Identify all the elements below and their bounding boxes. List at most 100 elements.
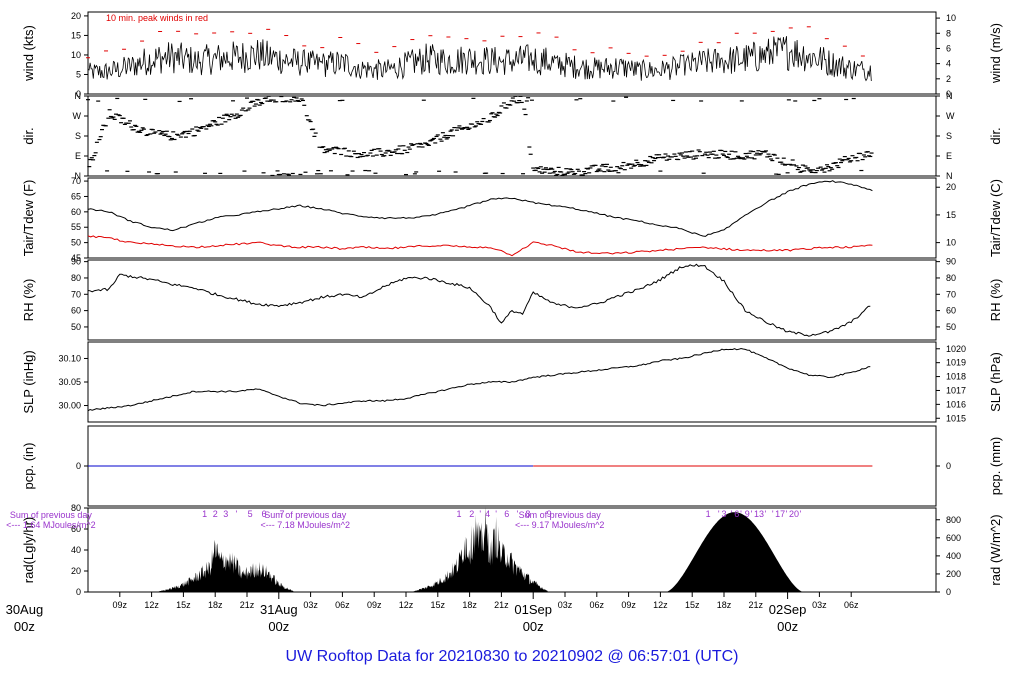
temp-left-tick-label: 45 xyxy=(71,253,81,263)
rad-hour-mark: 5 xyxy=(248,509,253,519)
time-tick-label: 09z xyxy=(621,600,636,610)
rad-daily-sum-value: <--- 7.18 MJoules/m^2 xyxy=(261,520,351,530)
slp-series-line xyxy=(87,347,871,412)
date-tick-sublabel: 00z xyxy=(777,619,798,634)
time-tick-label: 15z xyxy=(176,600,191,610)
temp-left-tick-label: 55 xyxy=(71,222,81,232)
wind-left-tick-label: 5 xyxy=(76,69,81,79)
dir-left-tick-label: E xyxy=(75,151,81,161)
rad-hour-mark: 1 xyxy=(202,509,207,519)
rad-hour-mark: ' xyxy=(516,509,518,519)
date-tick-label: 31Aug xyxy=(260,602,298,617)
rad-left-tick-label: 80 xyxy=(71,503,81,513)
time-tick-label: 12z xyxy=(653,600,668,610)
pcp-ylabel: pcp. (in) xyxy=(21,443,36,490)
dir-marks xyxy=(86,95,874,177)
dir-right-tick-label: N xyxy=(946,171,953,181)
rad-hour-mark: 6 xyxy=(261,509,266,519)
pcp-left-tick-label: 0 xyxy=(76,461,81,471)
rad-hour-mark: 4 xyxy=(485,509,490,519)
rad-left-tick-label: 40 xyxy=(71,545,81,555)
temp-right-tick-label: 15 xyxy=(946,210,956,220)
date-tick-label: 01Sep xyxy=(514,602,552,617)
rad-daily-sum-label: Sum of previous day xyxy=(519,510,602,520)
rad-hour-mark: 2 xyxy=(213,509,218,519)
dir-panel-frame xyxy=(87,95,937,177)
time-tick-label: 12z xyxy=(399,600,414,610)
wind-left-tick-label: 0 xyxy=(76,89,81,99)
rad-hour-mark: ' xyxy=(495,509,497,519)
time-tick-label: 06z xyxy=(844,600,859,610)
wind-annotation: 10 min. peak winds in red xyxy=(106,13,208,23)
slp-ylabel-right: SLP (hPa) xyxy=(988,352,1003,412)
rad-hour-mark: ' xyxy=(799,509,801,519)
dir-right-tick-label: E xyxy=(946,151,952,161)
date-tick-sublabel: 00z xyxy=(523,619,544,634)
rad-ylabel-right: rad (W/m^2) xyxy=(988,514,1003,585)
rad-hour-mark: 3 xyxy=(223,509,228,519)
rad-hour-mark: 1 xyxy=(706,509,711,519)
date-tick-sublabel: 00z xyxy=(14,619,35,634)
temp-left-tick-label: 65 xyxy=(71,191,81,201)
rad-left-tick-label: 0 xyxy=(76,587,81,597)
rad-right-tick-label: 400 xyxy=(946,551,961,561)
rh-left-tick-label: 70 xyxy=(71,289,81,299)
rh-left-tick-label: 50 xyxy=(71,322,81,332)
date-tick-label: 30Aug xyxy=(6,602,44,617)
wind-ylabel-right: wind (m/s) xyxy=(988,23,1003,84)
rh-ylabel-right: RH (%) xyxy=(988,279,1003,322)
slp-right-tick-label: 1018 xyxy=(946,372,966,382)
wind-peak-marks xyxy=(86,26,865,59)
date-tick-label: 02Sep xyxy=(769,602,807,617)
rad-hour-mark: 1 xyxy=(456,509,461,519)
time-tick-label: 03z xyxy=(812,600,827,610)
temp-left-tick-label: 70 xyxy=(71,176,81,186)
wind-right-tick-label: 8 xyxy=(946,28,951,38)
rad-right-tick-label: 800 xyxy=(946,515,961,525)
time-tick-label: 03z xyxy=(303,600,318,610)
rh-right-tick-label: 90 xyxy=(946,257,956,267)
slp-ylabel: SLP (inHg) xyxy=(21,350,36,413)
temp-panel-frame xyxy=(87,177,937,259)
rh-left-tick-label: 60 xyxy=(71,306,81,316)
wind-left-tick-label: 20 xyxy=(71,11,81,21)
rad-hour-mark: 6 xyxy=(734,509,739,519)
dir-right-tick-label: N xyxy=(946,91,953,101)
time-tick-label: 09z xyxy=(367,600,382,610)
time-tick-label: 21z xyxy=(240,600,255,610)
time-tick-label: 18z xyxy=(462,600,477,610)
rad-day-3-area xyxy=(665,512,804,592)
wind-right-tick-label: 0 xyxy=(946,89,951,99)
rad-hour-mark: 20 xyxy=(789,509,799,519)
pcp-right-tick-label: 0 xyxy=(946,461,951,471)
slp-left-tick-label: 30.00 xyxy=(58,401,81,411)
temp-left-tick-label: 60 xyxy=(71,207,81,217)
wind-panel-frame xyxy=(87,11,937,95)
time-tick-label: 12z xyxy=(144,600,159,610)
pcp-ylabel-right: pcp. (mm) xyxy=(988,437,1003,496)
dir-ylabel: dir. xyxy=(21,127,36,144)
slp-right-tick-label: 1019 xyxy=(946,358,966,368)
rad-hour-mark: ' xyxy=(731,509,733,519)
rad-hour-mark: ' xyxy=(479,509,481,519)
rad-hour-mark: ' xyxy=(236,509,238,519)
slp-left-tick-label: 30.05 xyxy=(58,377,81,387)
wind-series-line xyxy=(87,36,872,82)
rad-hour-mark: 6 xyxy=(504,509,509,519)
rad-daily-sum-value: <--- 1.64 MJoules/m^2 xyxy=(6,520,96,530)
wind-right-tick-label: 10 xyxy=(946,13,956,23)
rad-daily-sum-label: Sum of previous day xyxy=(264,510,347,520)
rad-daily-sum-label: Sum of previous day xyxy=(10,510,93,520)
time-tick-label: 18z xyxy=(208,600,223,610)
temp-right-tick-label: 10 xyxy=(946,238,956,248)
dir-left-tick-label: N xyxy=(75,91,82,101)
temp-ylabel-right: Tair/Tdew (C) xyxy=(988,179,1003,257)
rad-daily-sum-value: <--- 9.17 MJoules/m^2 xyxy=(515,520,605,530)
dir-left-tick-label: N xyxy=(75,171,82,181)
rh-left-tick-label: 90 xyxy=(71,257,81,267)
rad-right-tick-label: 600 xyxy=(946,533,961,543)
wind-right-tick-label: 2 xyxy=(946,74,951,84)
rh-right-tick-label: 50 xyxy=(946,322,956,332)
rad-left-tick-label: 60 xyxy=(71,524,81,534)
